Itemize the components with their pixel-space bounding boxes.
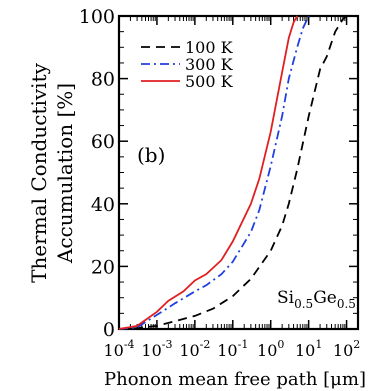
series-line-3 xyxy=(118,15,298,330)
x-tick-labels: 10-4 10-3 10-2 10-1 100 101 102 xyxy=(103,338,360,360)
x-tick-label: 10-3 xyxy=(141,338,172,360)
material-annotation: Si0.5Ge0.5 xyxy=(277,288,356,311)
x-tick-label: 101 xyxy=(295,338,322,360)
x-tick-exponent: 0 xyxy=(277,338,284,351)
x-tick-base: 10 xyxy=(333,341,353,360)
y-tick-label: 0 xyxy=(103,319,115,341)
legend-label: 300 K xyxy=(185,55,234,74)
y-tick-label: 60 xyxy=(91,131,115,153)
y-axis-label-line-1: Thermal Conductivity xyxy=(27,62,51,283)
x-tick-exponent: -3 xyxy=(162,338,173,351)
x-tick-label: 100 xyxy=(257,338,284,360)
annotation-base-ge: Ge xyxy=(313,288,337,308)
series-layer xyxy=(118,15,348,330)
panel-label: (b) xyxy=(137,143,165,167)
x-tick-exponent: 2 xyxy=(353,338,360,351)
x-tick-base: 10 xyxy=(141,341,161,360)
plot-frame xyxy=(117,14,360,331)
legend-label: 500 K xyxy=(185,72,234,91)
series-line-1 xyxy=(118,15,348,330)
x-tick-exponent: -4 xyxy=(124,338,135,351)
x-tick-exponent: 1 xyxy=(315,338,322,351)
x-tick-base: 10 xyxy=(217,341,237,360)
x-tick-label: 10-1 xyxy=(217,338,248,360)
legend-label: 100 K xyxy=(185,38,234,57)
y-tick-label: 100 xyxy=(79,6,115,28)
annotation-sub-ge: 0.5 xyxy=(337,297,356,311)
y-tick-label: 20 xyxy=(91,256,115,278)
y-tick-label: 80 xyxy=(91,69,115,91)
x-tick-base: 10 xyxy=(257,341,277,360)
axis-ticks xyxy=(118,15,359,330)
y-tick-labels: 0 20 40 60 80 100 xyxy=(79,6,115,341)
x-tick-base: 10 xyxy=(295,341,315,360)
x-tick-exponent: -2 xyxy=(200,338,211,351)
x-tick-exponent: -1 xyxy=(238,338,249,351)
series-line-2 xyxy=(118,15,310,330)
x-tick-base: 10 xyxy=(179,341,199,360)
x-tick-label: 10-2 xyxy=(179,338,210,360)
x-tick-label: 10-4 xyxy=(103,338,134,360)
y-axis-label-line-2: Accumulation [%] xyxy=(53,83,77,264)
y-tick-label: 40 xyxy=(91,194,115,216)
x-axis-label: Phonon mean free path [μm] xyxy=(104,369,366,390)
annotation-base-si: Si xyxy=(277,288,295,308)
x-tick-label: 102 xyxy=(333,338,360,360)
x-tick-base: 10 xyxy=(103,341,123,360)
annotation-sub-si: 0.5 xyxy=(294,297,313,311)
